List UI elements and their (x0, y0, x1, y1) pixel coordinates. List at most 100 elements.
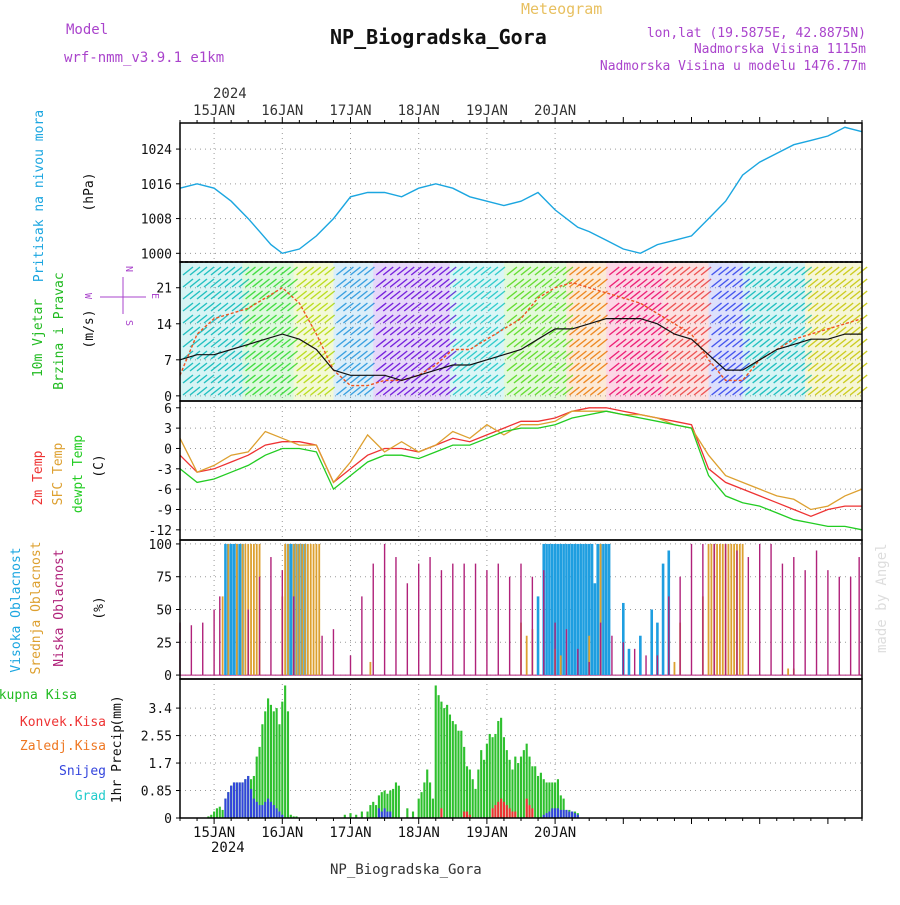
wind-barb (459, 314, 471, 324)
wind-barb (224, 386, 236, 396)
cloud-mid-bar (241, 543, 244, 676)
wind-barb (494, 314, 506, 324)
wind-barb (259, 326, 270, 336)
cloud-mid-bar (287, 543, 289, 676)
precip-total-bar (213, 811, 216, 818)
wind-barb (780, 362, 792, 372)
wind-barb (700, 314, 712, 324)
wind-barb (562, 278, 574, 288)
wind-barb (615, 278, 627, 288)
cloud-high-bar (573, 543, 577, 676)
wind-barb (583, 314, 594, 324)
ytick-label-temperature: -6 (156, 483, 172, 498)
wind-barb (700, 338, 712, 348)
precip-total-bar (491, 737, 494, 818)
wind-barb (210, 362, 222, 372)
wind-barb (622, 350, 634, 360)
wind-barb (389, 326, 401, 336)
wind-barb (629, 266, 641, 276)
ytick-label-clouds: 25 (156, 636, 172, 651)
wind-barb (382, 338, 394, 348)
wind-barb (280, 314, 291, 324)
precip-total-bar (423, 782, 426, 818)
cloud-high-bar (548, 543, 551, 676)
wind-barb (548, 362, 560, 372)
wind-barb (597, 314, 608, 324)
wind-barb (375, 314, 387, 324)
cloud-low-bar (611, 635, 613, 676)
precip-snow-bar (264, 801, 267, 818)
wind-barb (459, 290, 471, 300)
legend-freezing-rain: Zaledj.Kisa (20, 739, 106, 754)
precip-snow-bar (377, 808, 380, 818)
precip-total-bar (562, 798, 565, 818)
wind-barb (700, 290, 712, 300)
wind-barb (364, 386, 375, 396)
wind-barb (296, 374, 308, 384)
wind-barb (487, 338, 499, 348)
wind-dir-w: W (82, 293, 93, 300)
elevation-text: Nadmorska Visina 1115m (694, 42, 866, 57)
wind-barb (650, 350, 662, 360)
wind-barb (466, 302, 478, 312)
temp-ylabel-sfc: SFC Temp (51, 443, 66, 506)
wind-barb (231, 326, 243, 336)
wind-barb (494, 386, 506, 396)
xtick-label-bottom: 18JAN (398, 825, 440, 841)
wind-barb (711, 266, 722, 276)
wind-barb (410, 374, 422, 384)
precip-convective-bar (531, 808, 534, 818)
cloud-low-bar (668, 596, 670, 676)
wind-barb (487, 266, 499, 276)
wind-barb (494, 338, 506, 348)
precip-snow-bar (238, 782, 241, 818)
wind-barb (452, 374, 464, 384)
wind-barb (807, 266, 819, 276)
top-year-label: 2024 (213, 86, 247, 102)
wind-barb (336, 362, 347, 372)
wind-barb (679, 350, 691, 360)
cloud-mid-bar (227, 543, 230, 676)
wind-barb (828, 362, 840, 372)
wind-barb (375, 350, 387, 360)
wind-barb (562, 338, 574, 348)
cloud-low-bar (838, 576, 840, 676)
wind-barb (396, 278, 408, 288)
wind-barb (438, 278, 450, 288)
precip-snow-bar (224, 798, 227, 818)
precip-snow-bar (556, 808, 560, 818)
cloud-low-bar (292, 596, 295, 676)
wind-barb (396, 362, 408, 372)
precip-convective-bar (468, 814, 471, 818)
wind-barb (417, 386, 429, 396)
wind-barb (266, 350, 277, 360)
wind-barb (210, 374, 222, 384)
wind-barb (555, 350, 567, 360)
wind-barb (506, 326, 518, 336)
wind-barb (693, 290, 705, 300)
wind-barb (303, 290, 315, 300)
cloud-low-bar (724, 543, 727, 676)
wind-barb (672, 266, 684, 276)
wind-barb (396, 374, 408, 384)
wind-barb (527, 374, 539, 384)
wind-barb (849, 386, 861, 396)
precip-total-bar (534, 766, 537, 818)
wind-barb (801, 314, 813, 324)
precip-convective-bar (502, 801, 506, 818)
wind-barb (245, 266, 256, 276)
precip-total-bar (477, 769, 480, 818)
wind-barb (245, 350, 256, 360)
cloud-mid-bar (588, 635, 591, 676)
wind-barb (520, 290, 532, 300)
wind-barb (759, 290, 771, 300)
precip-total-bar (528, 756, 531, 818)
wind-barb (745, 374, 757, 384)
cloud-low-bar (463, 563, 465, 676)
wind-barb (252, 266, 263, 276)
wind-barb (679, 386, 691, 396)
cloud-low-bar (554, 622, 556, 676)
precip-total-bar (443, 708, 446, 818)
wind-barb (210, 302, 222, 312)
